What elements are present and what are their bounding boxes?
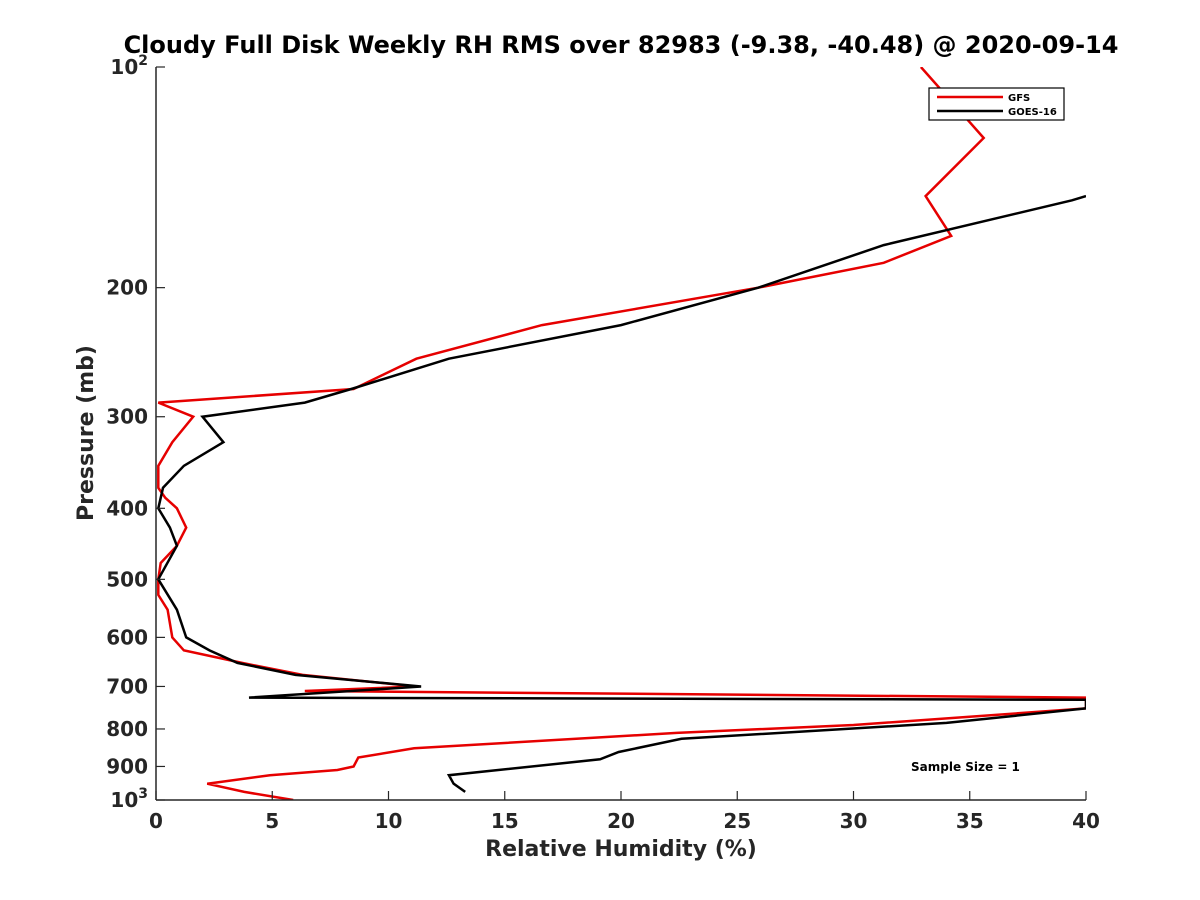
y-tick-label: 600 [106,625,148,649]
legend-label-goes-16: GOES-16 [1008,107,1057,118]
y-tick-label: 900 [106,754,148,778]
legend: GFS GOES-16 [928,87,1065,121]
y-tick-label: 300 [106,405,148,429]
chart-title: Cloudy Full Disk Weekly RH RMS over 8298… [124,31,1119,59]
y-tick-label: 400 [106,496,148,520]
y-tick-label: 200 [106,276,148,300]
x-tick-label: 10 [375,809,403,833]
y-tick-label: 102 [110,53,148,79]
series-line-gfs [157,67,1086,800]
x-tick-label: 20 [607,809,635,833]
sample-size-annotation: Sample Size = 1 [911,760,1020,774]
legend-label-gfs: GFS [1008,93,1030,104]
y-tick-label: 800 [106,717,148,741]
x-tick-label: 25 [723,809,751,833]
x-tick-label: 0 [149,809,163,833]
x-tick-label: 30 [840,809,868,833]
y-tick-label: 500 [106,567,148,591]
x-tick-label: 35 [956,809,984,833]
y-tick-label: 700 [106,674,148,698]
legend-box [928,87,1065,121]
series-line-goes-16 [156,194,1086,793]
x-tick-label: 15 [491,809,519,833]
x-tick-label: 5 [265,809,279,833]
y-tick-label: 103 [110,786,148,812]
y-axis-label: Pressure (mb) [74,345,99,521]
x-tick-label: 40 [1072,809,1100,833]
x-axis-label: Relative Humidity (%) [485,837,757,862]
